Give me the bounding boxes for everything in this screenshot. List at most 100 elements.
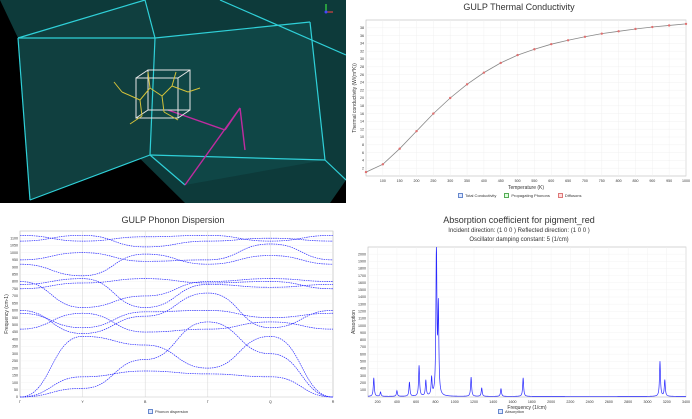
- dispersion-plot: 0 50 100 150 200 250 300 350 400 450 500 550 600 650 7…: [4, 230, 335, 404]
- legend-item[interactable]: Propagating Phonons: [504, 193, 550, 198]
- legend-item[interactable]: Absorption: [498, 409, 524, 414]
- y-tick-label: 6: [362, 151, 364, 155]
- k-point-label: Q: [269, 400, 272, 404]
- y-tick-label: 1200: [358, 309, 366, 313]
- dispersion-branch: [19, 310, 334, 329]
- y-tick-label: 100: [360, 388, 366, 392]
- y-tick-label: 200: [360, 381, 366, 385]
- x-tick-label: 1600: [509, 400, 517, 404]
- chart-title: GULP Thermal Conductivity: [463, 2, 575, 12]
- unit-cell-edges: [17, 0, 346, 201]
- y-tick-label: 38: [360, 26, 364, 30]
- x-tick-label: 850: [632, 179, 638, 183]
- legend-item[interactable]: Phonon dispersion: [148, 409, 188, 414]
- x-tick-label: 1000: [451, 400, 459, 404]
- y-tick-label: 18: [360, 104, 364, 108]
- y-tick-label: 1400: [358, 295, 366, 299]
- y-tick-label: 1100: [358, 317, 366, 321]
- dispersion-branch: [19, 292, 334, 334]
- cell-face-left: [18, 0, 155, 200]
- y-tick-label: 4: [362, 159, 364, 163]
- y-tick-label: 300: [12, 352, 18, 356]
- x-tick-label: 600: [548, 179, 554, 183]
- x-tick-label: 200: [375, 400, 381, 404]
- data-point: [499, 61, 502, 65]
- series-line: [365, 23, 687, 173]
- data-point: [432, 112, 435, 115]
- dispersion-branch: [19, 278, 334, 308]
- y-tick-label: 1300: [358, 302, 366, 306]
- x-tick-label: 800: [616, 179, 622, 183]
- legend: Phonon dispersion: [148, 409, 194, 414]
- y-tick-label: 100: [12, 381, 18, 385]
- y-tick-label: 1050: [10, 244, 18, 248]
- y-tick-label: 600: [360, 352, 366, 356]
- y-tick-label: 150: [12, 374, 18, 378]
- y-tick-label: 700: [360, 345, 366, 349]
- x-tick-label: 700: [582, 179, 588, 183]
- y-tick-label: 750: [12, 287, 18, 291]
- y-axis-label: Thermal conductivity (W/(m*K)): [352, 63, 358, 133]
- data-point: [398, 147, 401, 150]
- x-tick-label: 3400: [682, 400, 690, 404]
- y-tick-label: 550: [12, 316, 18, 320]
- legend-item[interactable]: Diffusons: [557, 193, 581, 198]
- k-point-label: Γ: [19, 400, 21, 404]
- x-tick-label: 1200: [470, 400, 478, 404]
- y-tick-label: 1000: [10, 251, 18, 255]
- absorption-line: [367, 246, 686, 397]
- x-axis-label: Frequency (1/cm): [507, 405, 547, 411]
- x-tick-label: 750: [599, 179, 605, 183]
- absorption-chart: Absorption coefficient for pigment_red I…: [346, 211, 692, 419]
- x-tick-label: 250: [430, 179, 436, 183]
- y-tick-label: 10: [360, 135, 364, 139]
- structure-viewport[interactable]: [0, 0, 346, 203]
- phonon-dispersion-chart: GULP Phonon Dispersion 0 50 100 150 200 250 30…: [0, 211, 346, 419]
- y-tick-label: 32: [360, 49, 364, 53]
- axis-gizmo: [324, 4, 333, 14]
- k-point-label: B: [144, 400, 147, 404]
- y-tick-label: 2: [362, 166, 364, 170]
- y-tick-label: 36: [360, 34, 364, 38]
- data-point: [533, 48, 536, 51]
- y-tick-label: 50: [14, 388, 18, 392]
- x-tick-label: 800: [432, 400, 438, 404]
- y-tick-label: 12: [360, 127, 364, 131]
- y-tick-label: 1900: [358, 259, 366, 263]
- data-point: [651, 25, 654, 29]
- x-tick-label: 650: [565, 179, 571, 183]
- y-tick-label: 800: [12, 280, 18, 284]
- dispersion-branch: [19, 278, 334, 308]
- y-tick-label: 26: [360, 73, 364, 77]
- legend-item[interactable]: Total Conductivity: [458, 193, 496, 198]
- y-tick-label: 600: [12, 309, 18, 313]
- y-tick-label: 20: [360, 96, 364, 100]
- y-tick-label: 28: [360, 65, 364, 69]
- y-tick-label: 350: [12, 345, 18, 349]
- y-tick-label: 34: [360, 42, 364, 46]
- cell-face-front: [150, 22, 325, 185]
- y-tick-label: 450: [12, 330, 18, 334]
- molecule-bonds: [113, 71, 201, 125]
- absorption-plot: 100 200 300 400 500 600 700 800 900 1000 1100 1200 1…: [351, 246, 690, 411]
- y-axis-label: Frequency (cm-1): [4, 294, 10, 334]
- x-tick-label: 550: [531, 179, 537, 183]
- y-tick-label: 950: [12, 258, 18, 262]
- x-tick-label: 3200: [663, 400, 671, 404]
- dispersion-branch: [19, 234, 334, 242]
- legend: Absorption: [498, 409, 530, 414]
- y-tick-label: 900: [360, 331, 366, 335]
- structure-viewer[interactable]: [0, 0, 346, 203]
- data-point: [566, 39, 570, 42]
- y-tick-label: 24: [360, 81, 364, 85]
- damping-constant-text: Oscillator damping constant: 5 (1/cm): [469, 237, 569, 243]
- data-point: [449, 96, 452, 100]
- x-tick-label: 300: [447, 179, 453, 183]
- y-tick-label: 8: [362, 143, 364, 147]
- x-tick-label: 950: [666, 179, 672, 183]
- y-tick-label: 500: [360, 359, 366, 363]
- k-point-label: R: [332, 400, 335, 404]
- y-tick-label: 400: [12, 337, 18, 341]
- dispersion-branch: [19, 253, 334, 277]
